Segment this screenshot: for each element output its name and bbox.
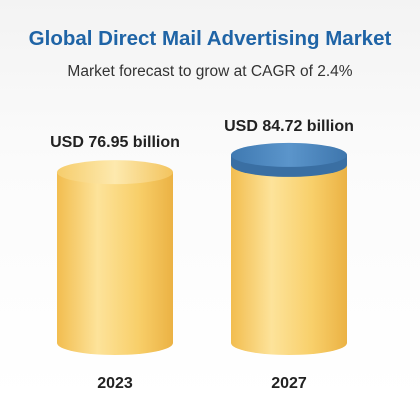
category-label-2023: 2023	[97, 375, 133, 392]
cylinder-2027	[231, 142, 347, 355]
cylinder-2027-top	[231, 142, 347, 167]
category-label-2027: 2027	[271, 375, 307, 392]
data-label-2027: USD 84.72 billion	[224, 118, 354, 135]
chart-title: Global Direct Mail Advertising Market	[28, 27, 392, 50]
chart-subtitle: Market forecast to grow at CAGR of 2.4%	[67, 63, 353, 80]
cylinder-2023-top	[57, 160, 173, 185]
cylinder-2023	[57, 160, 173, 355]
data-label-2023: USD 76.95 billion	[50, 134, 180, 151]
cylinder-2027-body	[231, 154, 347, 355]
cylinder-2023-body	[57, 172, 173, 355]
